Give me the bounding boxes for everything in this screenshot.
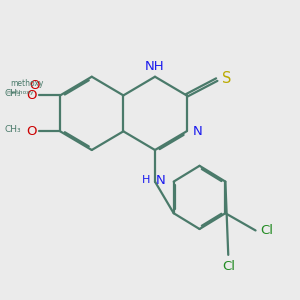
Text: Cl: Cl [260,224,273,237]
Text: Cl: Cl [222,260,235,273]
Text: O: O [26,89,36,102]
Text: N: N [156,174,165,187]
Text: O: O [26,125,36,138]
Text: S: S [222,71,231,86]
Text: H: H [141,175,150,185]
Text: CH₃: CH₃ [4,89,21,98]
Text: methoxy: methoxy [11,79,44,88]
Text: O: O [29,79,40,92]
Text: CH₃: CH₃ [4,125,21,134]
Text: NH: NH [145,60,165,73]
Text: N: N [193,125,203,138]
Text: methoxy: methoxy [6,90,34,95]
